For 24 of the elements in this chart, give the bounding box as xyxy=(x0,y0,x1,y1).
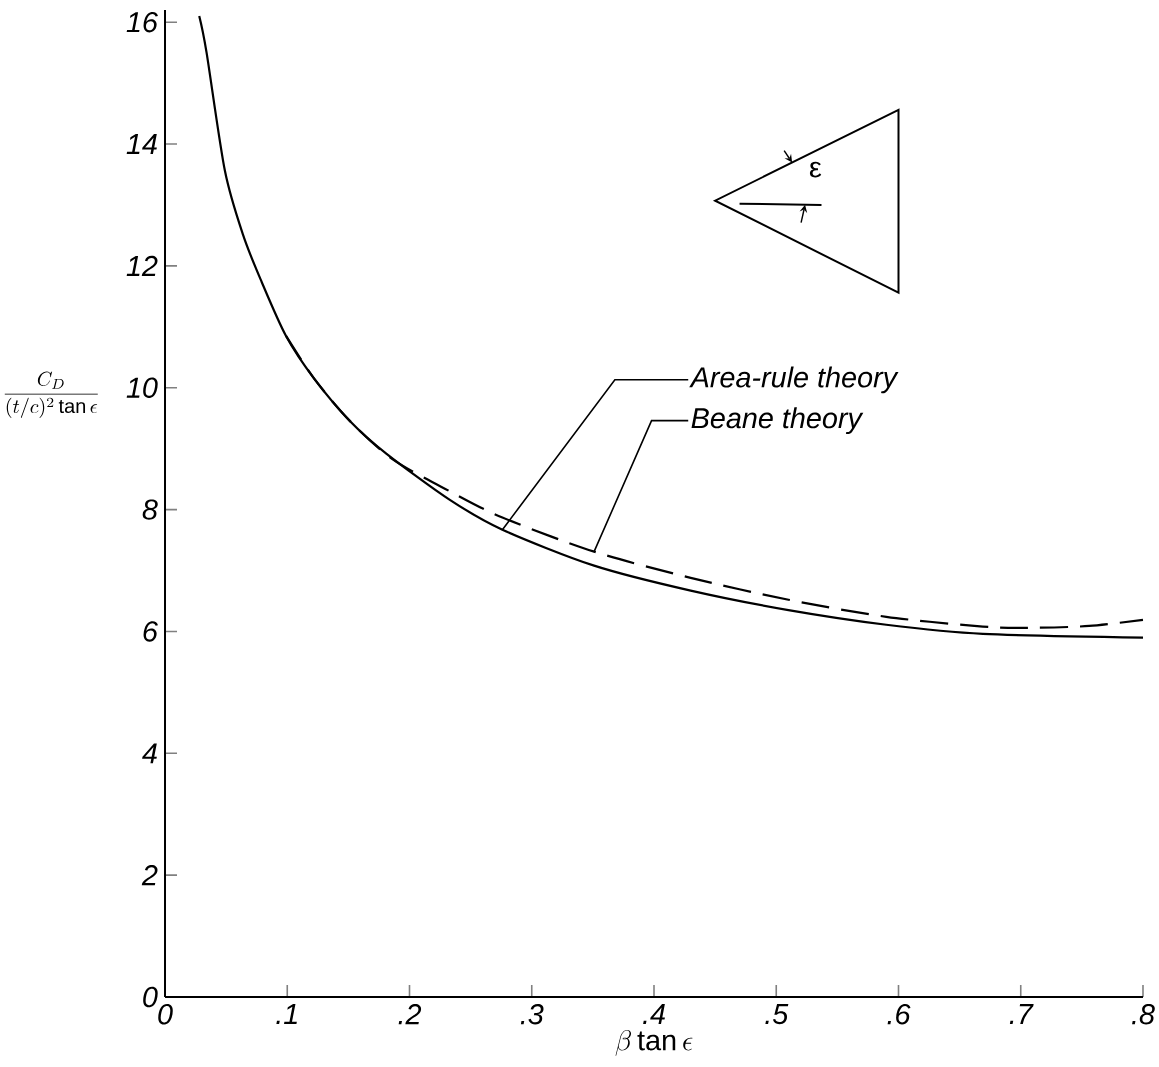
annotation: Area-rule theory xyxy=(689,366,899,394)
y-tick-label: 8 xyxy=(142,499,158,520)
y-tick-label: 6 xyxy=(143,621,158,642)
y-tick-label: 2 xyxy=(141,865,158,886)
annotation: Beane theory xyxy=(691,407,864,435)
x-tick-label: .1 xyxy=(276,1004,297,1024)
y-axis-title: $\frac{C_D}{(t/c)^2\tan\epsilon}$ xyxy=(4,371,98,418)
y-tick-label: 4 xyxy=(142,743,157,764)
y-tick-label: 0 xyxy=(143,986,158,1008)
x-tick-label: 0 xyxy=(158,1004,173,1025)
y-tick-label: 14 xyxy=(126,134,157,154)
y-tick-label: 10 xyxy=(126,377,158,398)
line-series xyxy=(198,14,1145,639)
x-axis-title: $\beta\tan\epsilon$ xyxy=(615,1029,693,1056)
x-tick-label: .8 xyxy=(1132,1004,1155,1025)
x-tick-label: .2 xyxy=(398,1004,422,1025)
annotation: ε xyxy=(809,161,822,178)
y-tick-label: 16 xyxy=(126,11,158,33)
x-tick-label: .4 xyxy=(643,1004,665,1024)
x-tick-label: .3 xyxy=(520,1004,544,1025)
x-tick-label: .7 xyxy=(1009,1004,1034,1024)
x-tick-label: .5 xyxy=(765,1004,789,1025)
x-tick-label: .6 xyxy=(887,1004,911,1025)
y-tick-label: 12 xyxy=(126,255,158,276)
